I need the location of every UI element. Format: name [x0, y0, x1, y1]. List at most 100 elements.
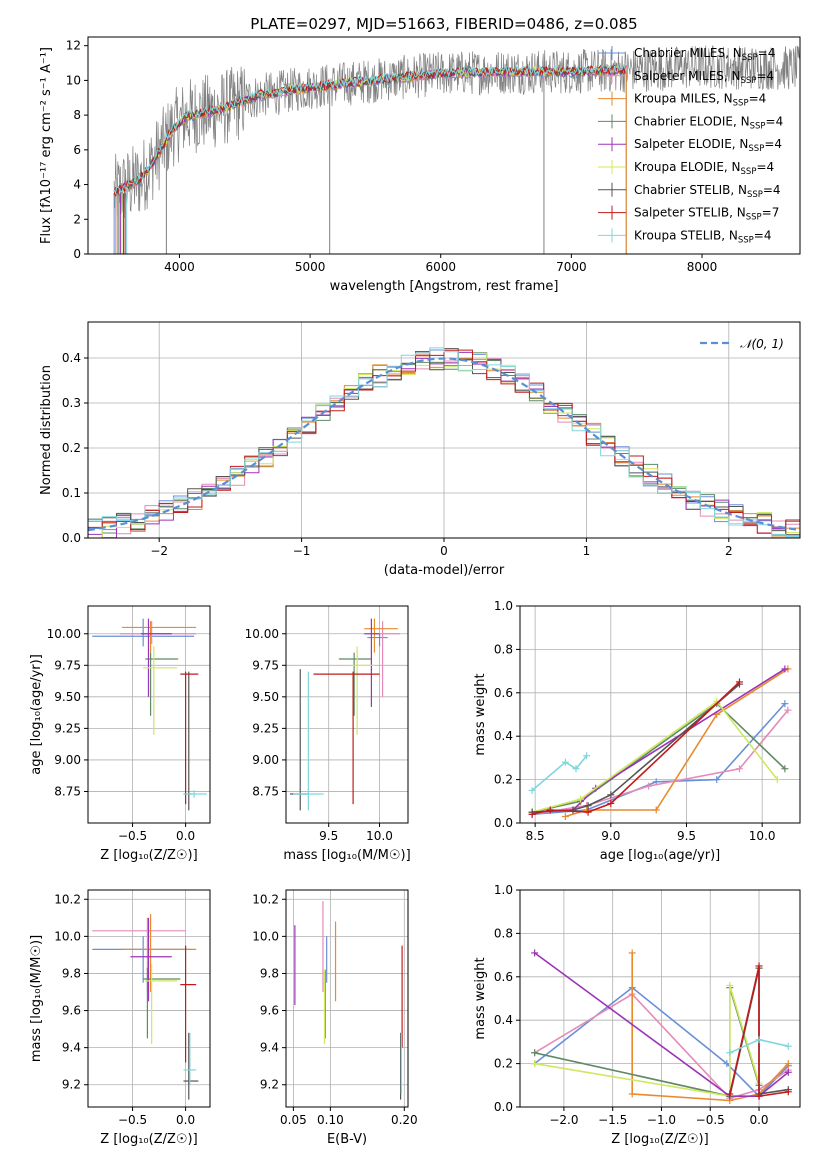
plus-marker [561, 758, 569, 766]
plus-marker [726, 1049, 734, 1057]
massweight-vs-Z-xlabel: Z [log₁₀(Z/Z☉)] [611, 1132, 708, 1147]
legend-label: Kroupa MILES, NSSP=4 [634, 92, 766, 109]
plus-marker [584, 808, 592, 816]
series-line [531, 702, 786, 813]
plus-marker [531, 1049, 539, 1057]
y-tick-label: 10.2 [54, 892, 81, 906]
x-tick-label: 0.0 [176, 1113, 195, 1127]
x-tick-label: 2 [725, 544, 733, 558]
massweight-vs-age-frame [519, 605, 801, 824]
y-tick-label: 10.0 [54, 929, 81, 943]
y-tick-label: 0.2 [494, 773, 513, 787]
plus-marker [726, 981, 734, 989]
spectrum-axes: 4000 5000 6000 7000 8000 0 2 4 6 8 10 12 wavelength … [39, 36, 801, 294]
mass-vs-Z-frame [87, 889, 211, 1108]
mass-vs-ebv-frame [285, 889, 409, 1108]
legend-subscript: SSP [741, 167, 757, 177]
y-tick-label: 10.2 [252, 892, 279, 906]
mass-vs-Z-ylabel: mass [log₁₀(M/M☉)] [29, 935, 44, 1062]
age-vs-mass-frame [285, 605, 409, 824]
y-tick-label: 9.25 [252, 721, 279, 735]
errorbar-point [121, 621, 197, 653]
errorbar-point [290, 669, 309, 811]
legend-label: Salpeter MILES, NSSP=4 [634, 69, 774, 86]
plus-marker [784, 1060, 792, 1068]
legend-label: Kroupa ELODIE, NSSP=4 [634, 160, 774, 177]
legend-tail: =4 [758, 46, 776, 60]
x-tick-label: 0.20 [391, 1113, 418, 1127]
mass-vs-Z-axes: −0.5 0.0 9.2 9.4 9.6 9.8 10.0 10.2 Z [log₁₀(Z/Z☉… [29, 889, 211, 1147]
plus-marker [755, 1092, 763, 1100]
x-tick-label: −1 [293, 544, 311, 558]
x-tick-label: 0.05 [280, 1113, 307, 1127]
x-tick-label: 7000 [556, 260, 587, 274]
mass-weight-series [726, 1036, 792, 1057]
x-tick-label: 1 [583, 544, 591, 558]
y-tick-label: 10.00 [47, 627, 81, 641]
age-vs-mass-xlabel: mass [log₁₀(M/M☉)] [283, 848, 410, 863]
x-tick-label: 4000 [164, 260, 195, 274]
errorbar-point [180, 945, 197, 1063]
y-tick-label: 9.75 [54, 658, 81, 672]
massweight-vs-age-plot-area [528, 665, 792, 820]
legend-subscript: SSP [741, 76, 757, 86]
y-tick-label: 9.2 [260, 1078, 279, 1092]
plus-marker [528, 786, 536, 794]
plus-marker [628, 949, 636, 957]
plus-marker [528, 810, 536, 818]
y-tick-label: 9.00 [54, 753, 81, 767]
errorbar-point [145, 964, 178, 1044]
series-line [534, 952, 789, 1097]
y-tick-label: 9.00 [252, 753, 279, 767]
errorbar-point [351, 646, 375, 735]
plus-marker [546, 806, 554, 814]
x-tick-label: −2.0 [549, 1113, 578, 1127]
x-tick-label: −1.0 [647, 1113, 676, 1127]
errorbar-point [130, 917, 172, 1002]
errorbar-point [143, 967, 181, 1039]
massweight-vs-Z-axes: −2.0 −1.5 −1.0 −0.5 0.0 0.0 0.2 0.4 0.6 0.8 1.0 Z [… [473, 883, 801, 1147]
legend-text: Kroupa ELODIE, N [634, 160, 741, 174]
figure-title: PLATE=0297, MJD=51663, FIBERID=0486, z=0… [250, 15, 637, 33]
legend-label: Salpeter STELIB, NSSP=7 [634, 206, 779, 223]
y-tick-label: 0.6 [494, 970, 513, 984]
x-tick-label: 5000 [295, 260, 326, 274]
age-vs-Z-plot-area [92, 618, 207, 811]
y-tick-label: 0.4 [494, 1013, 513, 1027]
y-tick-label: 9.8 [62, 966, 81, 980]
plus-marker [784, 1042, 792, 1050]
plus-marker [652, 806, 660, 814]
y-tick-label: 9.6 [62, 1004, 81, 1018]
plus-marker [584, 802, 592, 810]
mass-weight-series [528, 678, 743, 818]
y-tick-label: 0.6 [494, 686, 513, 700]
plus-marker [781, 765, 789, 773]
plus-marker [713, 776, 721, 784]
legend-subscript: SSP [747, 190, 763, 200]
series-line [531, 700, 778, 813]
legend-label: Kroupa STELIB, NSSP=4 [634, 228, 772, 245]
y-tick-label: 0.8 [494, 642, 513, 656]
legend-item: Kroupa STELIB, NSSP=4 [598, 228, 772, 245]
legend-item: Salpeter STELIB, NSSP=7 [598, 205, 779, 223]
age-vs-mass-plot-area [290, 618, 400, 811]
y-tick-label: 4 [73, 178, 81, 192]
mass-vs-Z-xlabel: Z [log₁₀(Z/Z☉)] [100, 1132, 197, 1147]
y-tick-label: 2 [73, 212, 81, 226]
legend-text: Chabrier MILES, N [634, 46, 742, 60]
y-tick-label: 1.0 [494, 599, 513, 613]
plus-marker [755, 962, 763, 970]
mass-weight-series [726, 962, 792, 1100]
plus-marker [583, 752, 591, 760]
mass-weight-series [528, 680, 743, 816]
plus-marker [607, 791, 615, 799]
residual-legend: 𝒩(0, 1) [700, 337, 784, 351]
errorbar-point [92, 618, 195, 647]
y-tick-label: 9.8 [260, 966, 279, 980]
legend-tail: =4 [749, 92, 767, 106]
legend-item: Kroupa ELODIE, NSSP=4 [598, 160, 774, 177]
legend-subscript: SSP [733, 99, 749, 109]
series-line [531, 681, 741, 816]
